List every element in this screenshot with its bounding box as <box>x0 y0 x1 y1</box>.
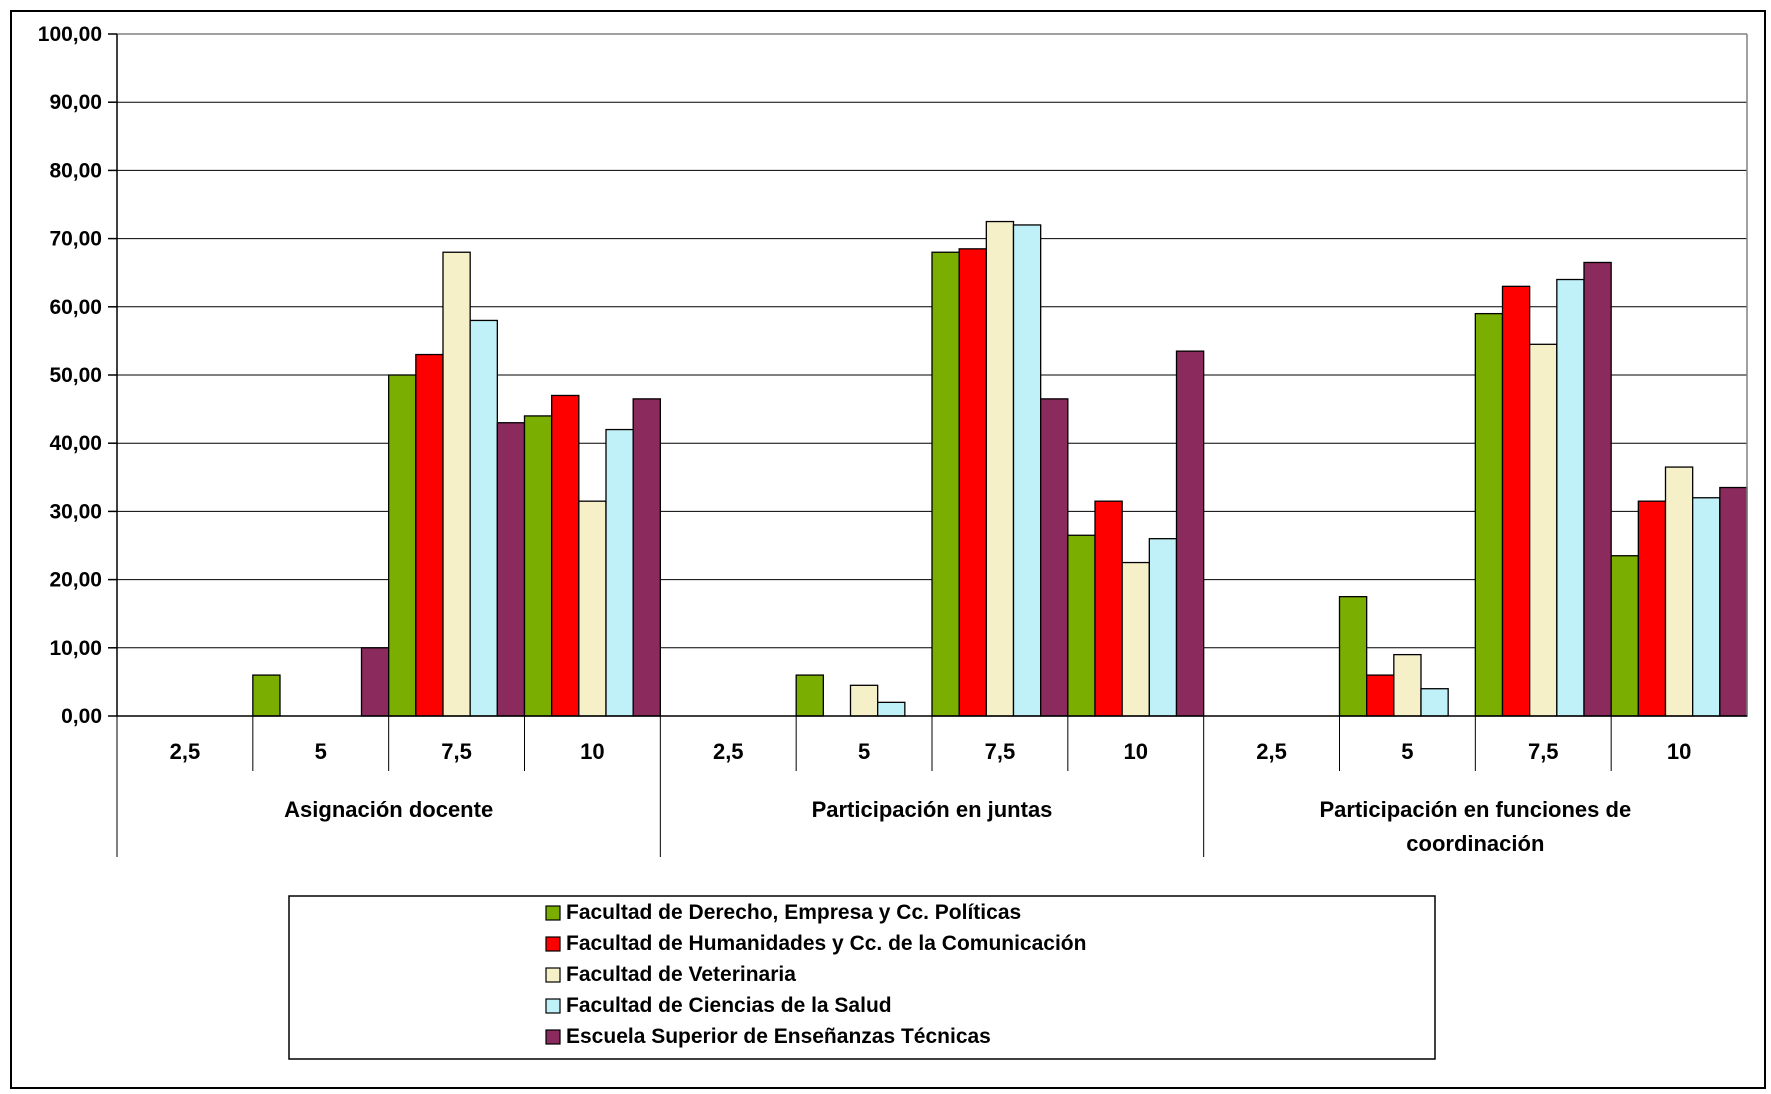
bar <box>1664 466 1694 717</box>
x-tick-label: 2,5 <box>1256 739 1287 764</box>
bar <box>252 674 281 717</box>
bar <box>1501 285 1531 717</box>
bar <box>442 251 471 717</box>
bar <box>1474 312 1504 717</box>
legend-swatch <box>545 936 561 952</box>
bar <box>1121 561 1150 717</box>
bar <box>1692 497 1721 717</box>
y-tick-label: 40,00 <box>49 432 102 455</box>
x-tick-label: 5 <box>1401 739 1413 764</box>
bar <box>1175 350 1205 717</box>
bar <box>1610 555 1639 717</box>
bars <box>252 220 1748 717</box>
legend: Facultad de Derecho, Empresa y Cc. Polít… <box>288 895 1436 1060</box>
bar <box>1094 500 1123 717</box>
bar <box>1067 534 1096 717</box>
legend-label: Facultad de Humanidades y Cc. de la Comu… <box>566 932 1086 955</box>
x-tick-label: 10 <box>1124 739 1148 764</box>
bar <box>1583 261 1612 717</box>
bar <box>1012 224 1042 717</box>
bar <box>1338 596 1368 717</box>
legend-swatch <box>545 1029 561 1045</box>
bar <box>415 353 444 717</box>
y-tick-label: 50,00 <box>49 364 102 387</box>
y-tick-label: 30,00 <box>49 500 102 523</box>
bar <box>578 500 607 717</box>
group-label: Participación en funciones de <box>1319 797 1631 822</box>
bar <box>1393 653 1422 717</box>
legend-label: Escuela Superior de Enseñanzas Técnicas <box>566 1025 991 1048</box>
group-label: Asignación docente <box>284 797 493 822</box>
y-tick-label: 20,00 <box>49 569 102 592</box>
x-tick-label: 2,5 <box>713 739 744 764</box>
bar <box>877 701 906 717</box>
axes <box>108 33 1748 857</box>
x-tick-label: 10 <box>580 739 604 764</box>
bar <box>1556 278 1585 717</box>
legend-swatch <box>545 967 561 983</box>
bar <box>1148 538 1178 717</box>
bar <box>632 398 661 717</box>
y-tick-label: 80,00 <box>49 159 102 182</box>
bar <box>551 394 580 717</box>
x-tick-label: 7,5 <box>1528 739 1559 764</box>
group-label: Participación en juntas <box>812 797 1053 822</box>
group-label: coordinación <box>1406 831 1544 856</box>
bar <box>1719 486 1748 717</box>
legend-label: Facultad de Derecho, Empresa y Cc. Polít… <box>566 901 1021 924</box>
y-tick-label: 100,00 <box>38 23 102 46</box>
y-tick-label: 90,00 <box>49 91 102 114</box>
legend-label: Facultad de Ciencias de la Salud <box>566 994 892 1017</box>
legend-box <box>288 895 1436 1060</box>
x-tick-label: 5 <box>858 739 870 764</box>
y-tick-label: 60,00 <box>49 296 102 319</box>
bar <box>360 647 390 717</box>
legend-swatch <box>545 998 561 1014</box>
bar <box>1420 688 1449 717</box>
x-tick-label: 7,5 <box>441 739 472 764</box>
bar <box>1040 398 1069 717</box>
legend-label: Facultad de Veterinaria <box>566 963 796 986</box>
legend-swatch <box>545 905 561 921</box>
bar <box>1637 500 1667 717</box>
bar <box>849 684 879 717</box>
bar <box>931 251 960 717</box>
bar <box>795 674 824 717</box>
bar <box>469 319 498 717</box>
y-tick-label: 0,00 <box>61 705 102 728</box>
bar <box>1366 674 1395 717</box>
y-tick-label: 10,00 <box>49 637 102 660</box>
bar <box>523 415 553 717</box>
x-tick-label: 5 <box>315 739 327 764</box>
bar <box>1529 343 1558 717</box>
bar <box>496 422 526 717</box>
bar <box>388 374 417 717</box>
axis-labels: 0,00 10,00 20,00 30,00 40,00 50,00 60,00 70,00 8… <box>38 23 1692 856</box>
bar <box>985 220 1015 717</box>
x-tick-label: 2,5 <box>170 739 201 764</box>
x-tick-label: 10 <box>1667 739 1691 764</box>
x-tick-label: 7,5 <box>985 739 1016 764</box>
bar <box>958 248 987 717</box>
bar <box>605 428 634 717</box>
y-tick-label: 70,00 <box>49 228 102 251</box>
